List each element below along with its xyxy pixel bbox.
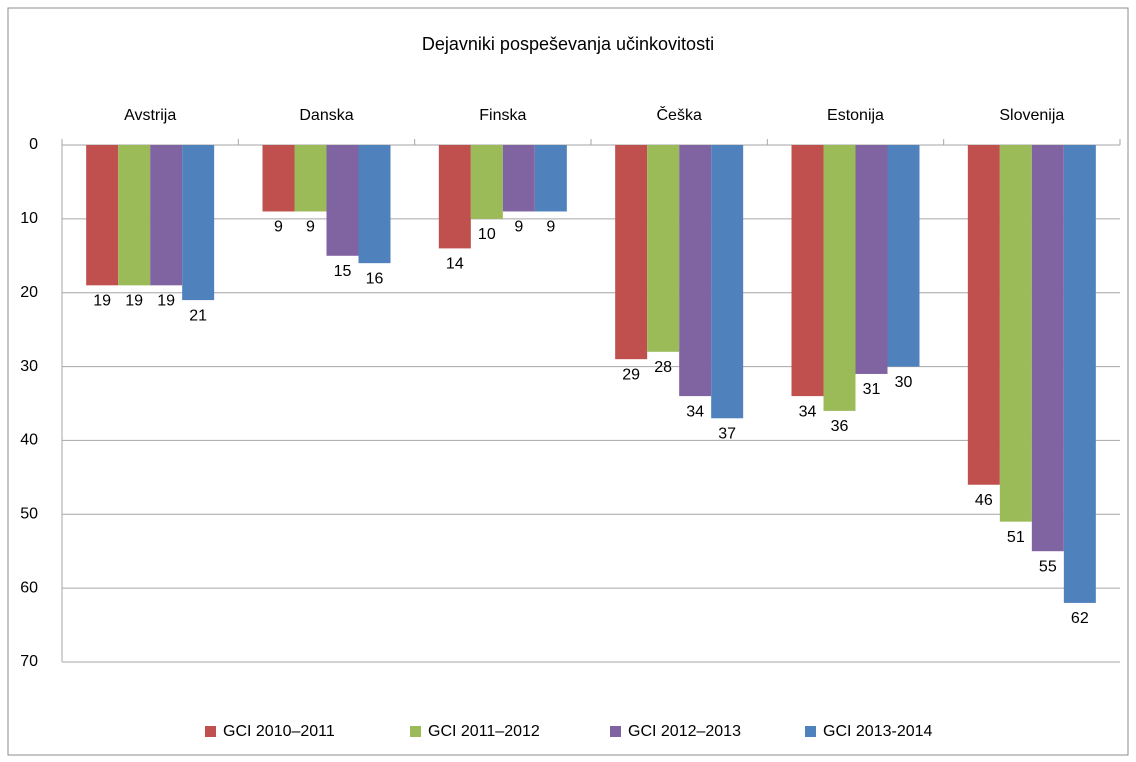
data-label: 9 xyxy=(274,219,283,236)
bar xyxy=(294,145,327,212)
bar xyxy=(502,145,535,212)
data-label: 51 xyxy=(1007,529,1025,546)
y-tick-label: 40 xyxy=(20,432,38,449)
data-label: 9 xyxy=(546,219,555,236)
data-label: 9 xyxy=(514,219,523,236)
bar xyxy=(534,145,567,212)
data-label: 34 xyxy=(686,403,704,420)
data-label: 9 xyxy=(306,219,315,236)
chart-title: Dejavniki pospeševanja učinkovitosti xyxy=(422,34,714,54)
data-label: 16 xyxy=(366,270,384,287)
bar xyxy=(326,145,359,256)
data-label: 14 xyxy=(446,256,464,273)
legend-swatch xyxy=(205,726,216,737)
y-tick-label: 50 xyxy=(20,506,38,523)
data-label: 10 xyxy=(478,226,496,243)
data-label: 36 xyxy=(831,418,849,435)
data-label: 30 xyxy=(895,374,913,391)
bar xyxy=(1063,145,1096,603)
x-tick-label: Danska xyxy=(299,107,353,124)
x-tick-label: Avstrija xyxy=(124,107,176,124)
legend-label: GCI 2010–2011 xyxy=(223,723,335,740)
bar xyxy=(711,145,744,419)
data-label: 29 xyxy=(622,366,640,383)
bar xyxy=(438,145,471,249)
legend-label: GCI 2011–2012 xyxy=(428,723,540,740)
data-label: 46 xyxy=(975,492,993,509)
data-label: 19 xyxy=(157,293,175,310)
y-tick-label: 20 xyxy=(20,284,38,301)
y-tick-label: 60 xyxy=(20,579,38,596)
bar xyxy=(615,145,648,360)
data-label: 37 xyxy=(718,425,736,442)
bar xyxy=(86,145,119,286)
legend-label: GCI 2013-2014 xyxy=(823,723,933,740)
bar xyxy=(182,145,215,301)
legend-swatch xyxy=(410,726,421,737)
data-label: 31 xyxy=(863,381,881,398)
bar xyxy=(823,145,856,411)
bar xyxy=(150,145,183,286)
legend-swatch xyxy=(805,726,816,737)
bar xyxy=(855,145,888,374)
y-tick-label: 0 xyxy=(29,136,38,153)
bar xyxy=(647,145,680,352)
x-tick-label: Finska xyxy=(479,107,526,124)
bar xyxy=(679,145,712,397)
bar xyxy=(791,145,824,397)
x-tick-label: Slovenija xyxy=(999,107,1064,124)
x-tick-label: Češka xyxy=(656,105,701,124)
data-label: 28 xyxy=(654,359,672,376)
y-tick-label: 70 xyxy=(20,653,38,670)
y-tick-label: 30 xyxy=(20,358,38,375)
data-label: 21 xyxy=(189,307,207,324)
bar xyxy=(999,145,1032,522)
data-label: 55 xyxy=(1039,558,1057,575)
data-label: 19 xyxy=(93,293,111,310)
bar xyxy=(262,145,295,212)
x-tick-label: Estonija xyxy=(827,107,884,124)
legend-swatch xyxy=(610,726,621,737)
bar xyxy=(887,145,920,367)
y-tick-label: 10 xyxy=(20,210,38,227)
bar xyxy=(967,145,1000,485)
legend-label: GCI 2012–2013 xyxy=(628,723,741,740)
data-label: 62 xyxy=(1071,610,1089,627)
bar xyxy=(358,145,391,264)
chart-border xyxy=(7,7,1129,756)
bar xyxy=(470,145,503,219)
data-label: 19 xyxy=(125,293,143,310)
bar xyxy=(1031,145,1064,552)
bar xyxy=(118,145,151,286)
data-label: 34 xyxy=(799,403,817,420)
data-label: 15 xyxy=(334,263,352,280)
